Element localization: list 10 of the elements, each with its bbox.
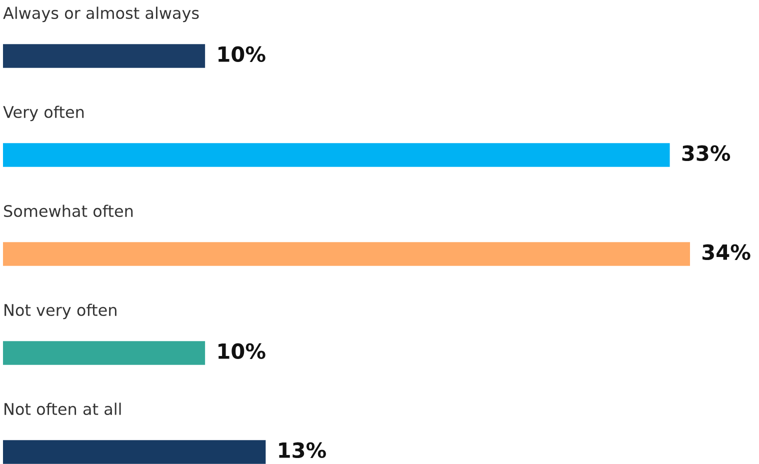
- y-tick-label: Somewhat often: [4, 204, 133, 218]
- y-tick-label: Always or almost always: [3, 6, 199, 22]
- y-tick-label: Not very often: [4, 304, 116, 320]
- data-label: 13%: [279, 442, 326, 458]
- data-label: 10%: [218, 343, 266, 360]
- data-label: 34%: [702, 244, 750, 260]
- data-label: 10%: [218, 46, 266, 62]
- y-tick-label: Not often at all: [4, 402, 121, 416]
- data-label: 33%: [682, 145, 730, 162]
- y-tick-label: Very often: [3, 106, 84, 122]
